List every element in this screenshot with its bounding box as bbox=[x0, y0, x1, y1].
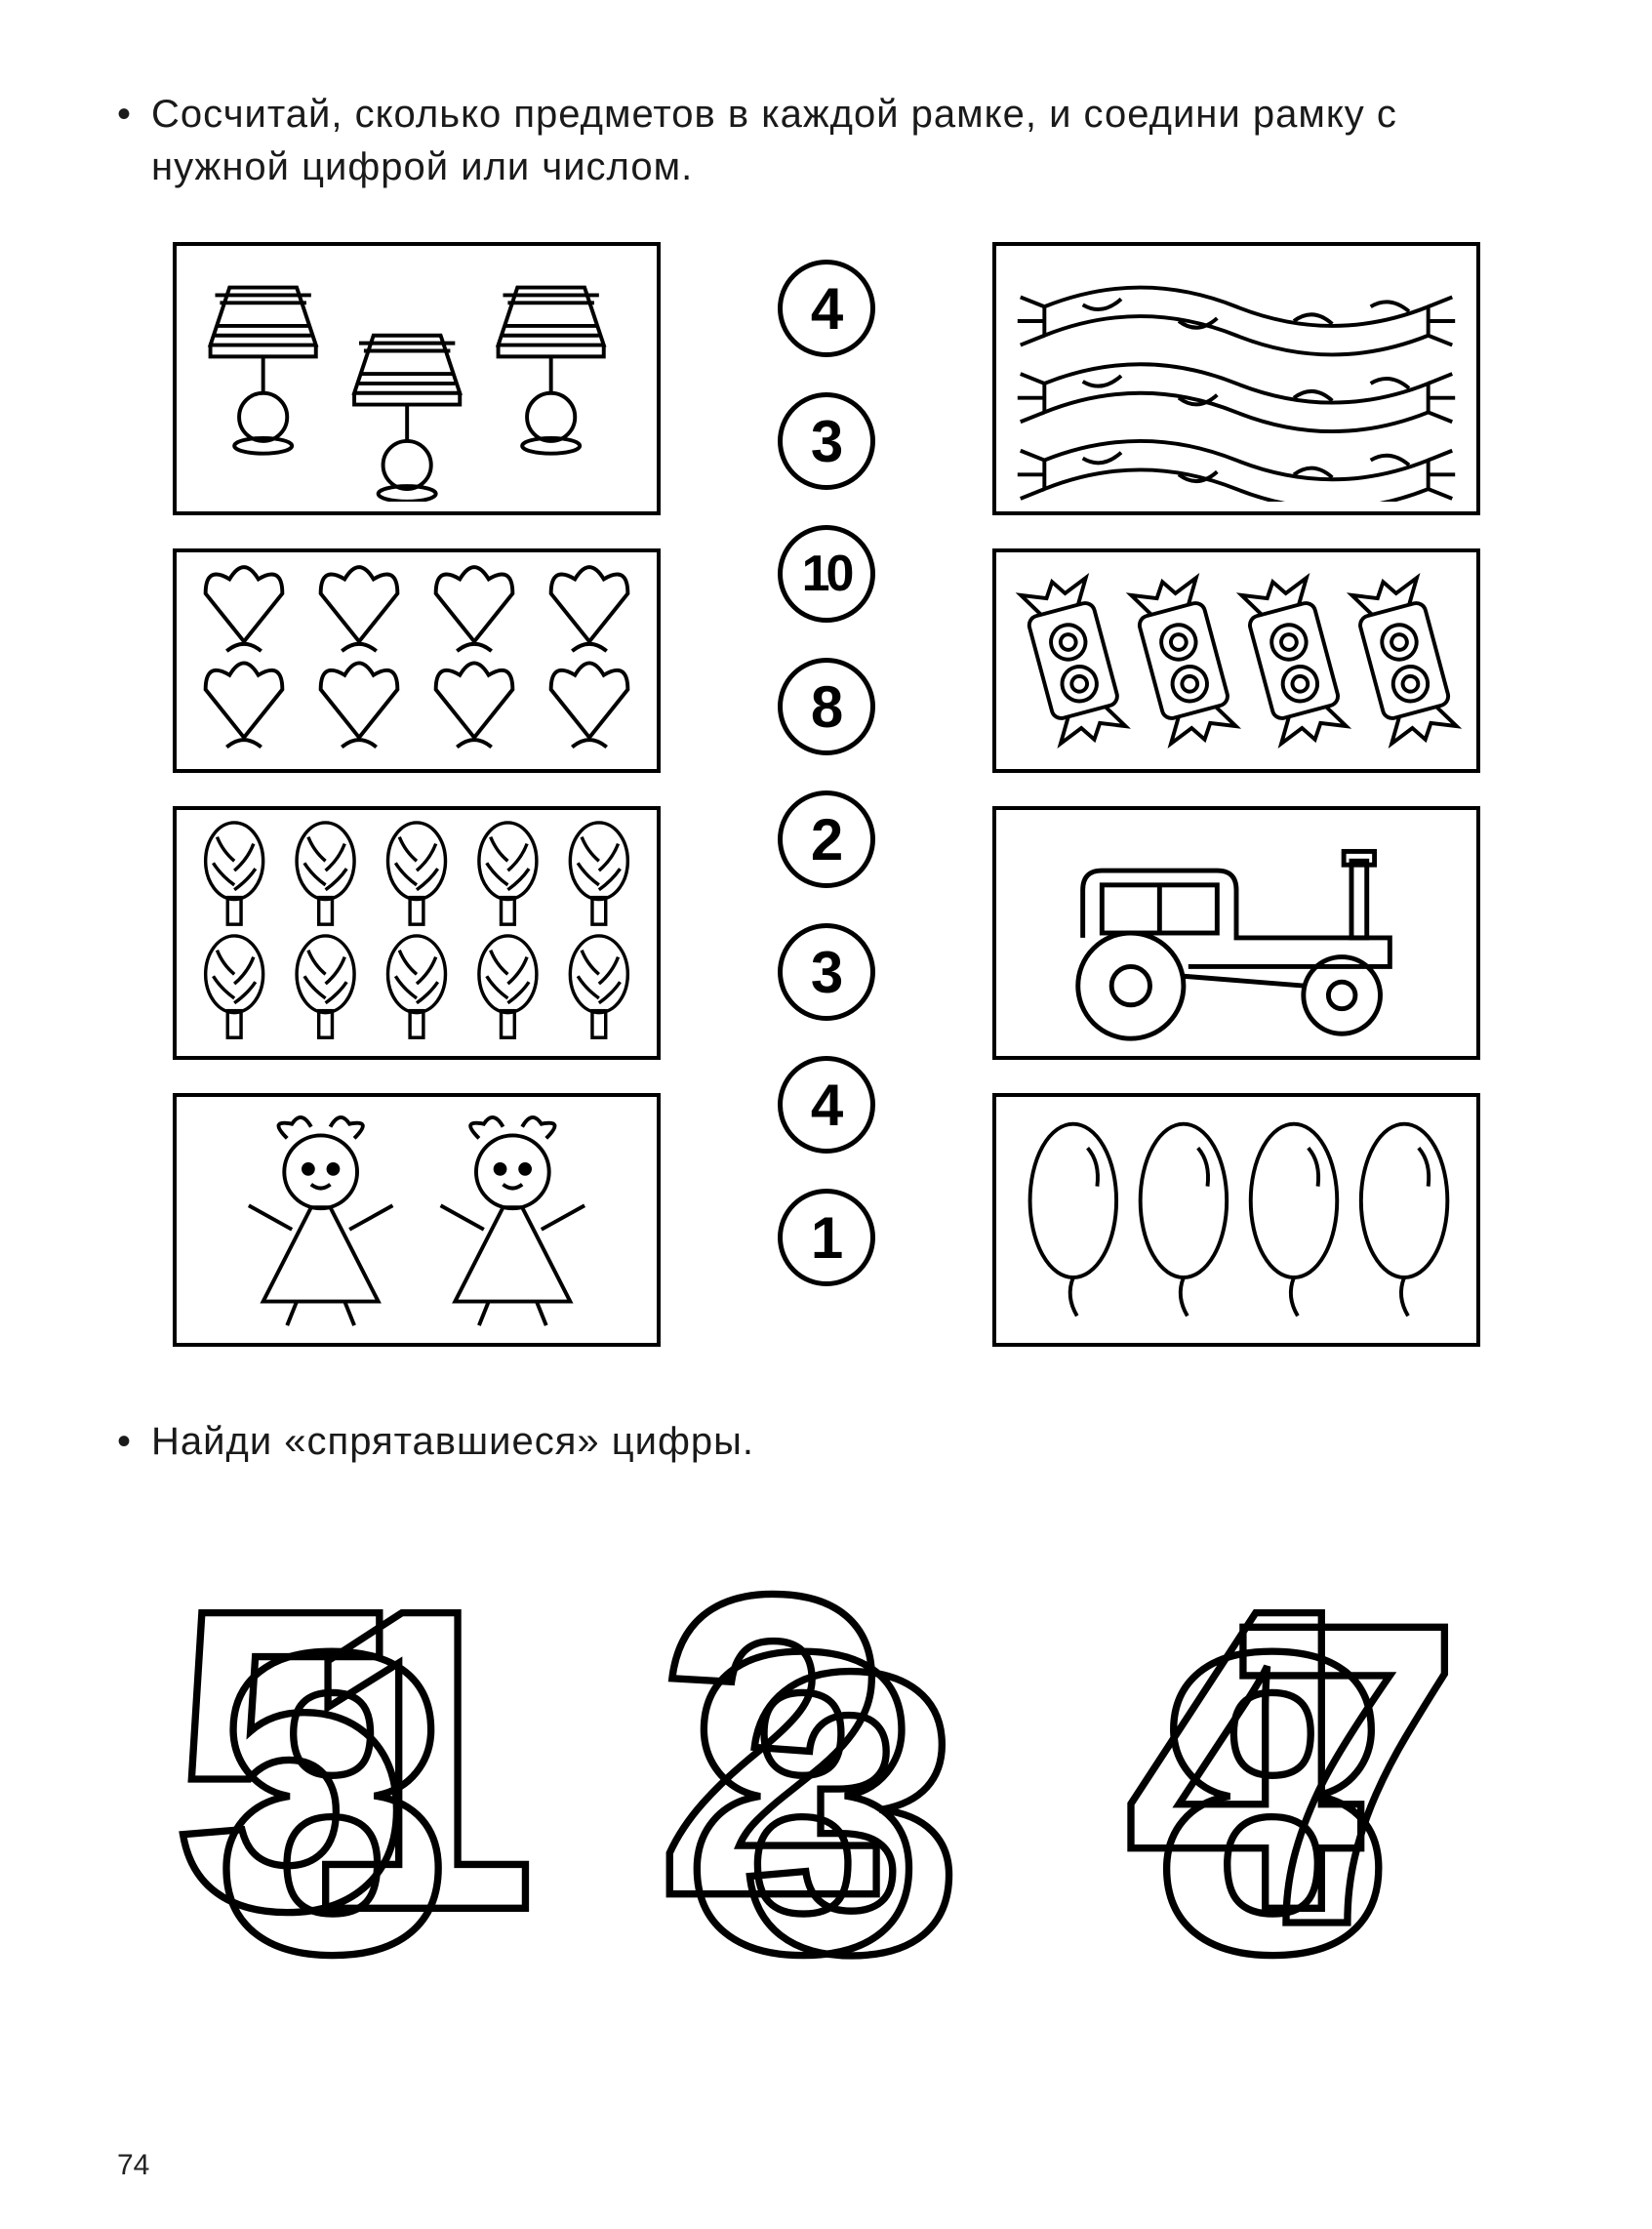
number-circle-4b: 4 bbox=[778, 1056, 875, 1154]
lamps-frame bbox=[173, 242, 661, 515]
tulips-icon bbox=[186, 562, 647, 759]
trees-frame bbox=[173, 806, 661, 1060]
worksheet-page: • Сосчитай, сколько предметов в каждой р… bbox=[0, 0, 1652, 2229]
scarves-frame bbox=[992, 242, 1480, 515]
number-circle-10: 10 bbox=[778, 525, 875, 623]
hidden-digits-1: 5 1 8 bbox=[127, 1517, 556, 1985]
number-circle-8: 8 bbox=[778, 658, 875, 755]
lamps-icon bbox=[186, 256, 647, 502]
hidden-digits-1-icon: 5 1 8 bbox=[127, 1517, 556, 1985]
candies-frame bbox=[992, 548, 1480, 773]
exercise-1-grid: 4 3 10 8 2 3 4 1 bbox=[117, 242, 1535, 1347]
balloons-frame bbox=[992, 1093, 1480, 1347]
bullet-icon: • bbox=[117, 1415, 132, 1468]
page-number: 74 bbox=[117, 2149, 149, 2182]
tractor-frame bbox=[992, 806, 1480, 1060]
number-circle-3a: 3 bbox=[778, 392, 875, 490]
number-circle-2: 2 bbox=[778, 790, 875, 888]
svg-text:4: 4 bbox=[1124, 1520, 1366, 1985]
number-circle-1: 1 bbox=[778, 1189, 875, 1286]
tulips-frame bbox=[173, 548, 661, 773]
svg-text:8: 8 bbox=[213, 1563, 452, 1985]
dolls-frame bbox=[173, 1093, 661, 1347]
bullet-icon: • bbox=[117, 88, 132, 141]
scarves-icon bbox=[1006, 256, 1467, 502]
number-circle-4a: 4 bbox=[778, 260, 875, 357]
hidden-digits-3: 8 7 4 bbox=[1096, 1517, 1525, 1985]
hidden-digits-2: 2 3 8 bbox=[612, 1517, 1041, 1985]
instruction-1-text: Сосчитай, сколько предметов в каждой рам… bbox=[151, 88, 1535, 193]
instruction-2-text: Найди «спрятавшиеся» цифры. bbox=[151, 1415, 1535, 1468]
instruction-2: • Найди «спрятавшиеся» цифры. bbox=[117, 1415, 1535, 1468]
number-circle-3b: 3 bbox=[778, 923, 875, 1021]
instruction-1: • Сосчитай, сколько предметов в каждой р… bbox=[117, 88, 1535, 193]
exercise-2-row: 5 1 8 2 3 8 8 7 4 bbox=[117, 1517, 1535, 1985]
trees-icon bbox=[186, 820, 647, 1046]
left-frames-column bbox=[173, 242, 661, 1347]
hidden-digits-3-icon: 8 7 4 bbox=[1096, 1517, 1525, 1985]
balloons-icon bbox=[1006, 1107, 1467, 1333]
tractor-icon bbox=[1006, 820, 1467, 1046]
dolls-icon bbox=[186, 1107, 647, 1333]
candies-icon bbox=[1006, 562, 1467, 759]
number-circles-column: 4 3 10 8 2 3 4 1 bbox=[739, 242, 914, 1347]
hidden-digits-2-icon: 2 3 8 bbox=[612, 1517, 1041, 1985]
right-frames-column bbox=[992, 242, 1480, 1347]
svg-text:8: 8 bbox=[683, 1563, 922, 1985]
